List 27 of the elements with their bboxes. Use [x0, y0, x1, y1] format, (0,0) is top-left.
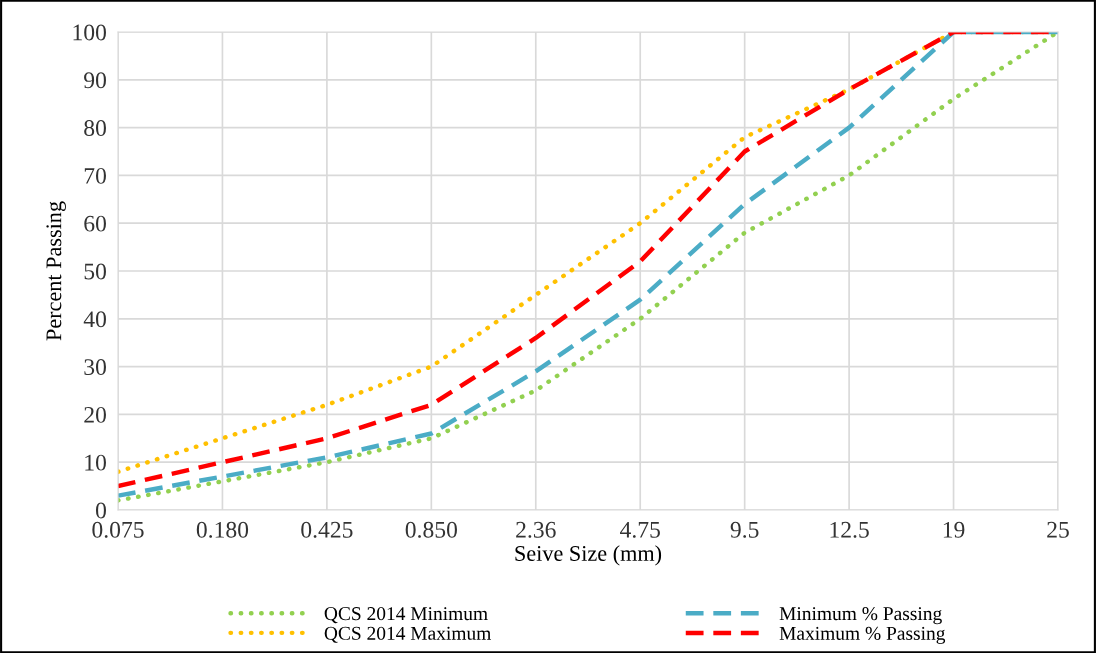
legend-label: QCS 2014 Minimum — [324, 607, 488, 624]
y-tick-label: 10 — [85, 454, 106, 471]
legend-label: QCS 2014 Maximum — [324, 626, 492, 643]
x-tick-label: 19 — [943, 521, 965, 538]
y-tick-label: 20 — [84, 406, 106, 423]
x-tick-label: 12.5 — [830, 521, 869, 538]
y-tick-label: 30 — [84, 359, 106, 376]
legend-label: Maximum % Passing — [779, 626, 946, 644]
x-tick-label: 0.850 — [405, 521, 457, 538]
x-tick-label: 0.180 — [196, 521, 249, 538]
y-tick-label: 70 — [84, 167, 106, 184]
y-tick-label: 40 — [83, 311, 106, 328]
y-tick-label: 60 — [84, 215, 106, 232]
y-axis-title: Percent Passing — [46, 201, 66, 341]
x-tick-label: 2.36 — [516, 521, 556, 538]
y-tick-label: 50 — [84, 263, 106, 280]
y-tick-label: 100 — [73, 24, 106, 41]
x-tick-label: 0.075 — [92, 521, 144, 538]
y-tick-label: 0 — [95, 502, 106, 519]
x-tick-label: 0.425 — [301, 521, 353, 538]
x-tick-label: 9.5 — [730, 521, 759, 538]
y-tick-label: 80 — [84, 120, 106, 137]
x-tick-label: 25 — [1047, 521, 1069, 538]
x-axis-title: Seive Size (mm) — [515, 545, 662, 566]
x-tick-label: 4.75 — [620, 521, 660, 538]
legend-label: Minimum % Passing — [779, 607, 942, 625]
y-tick-label: 90 — [84, 72, 106, 89]
